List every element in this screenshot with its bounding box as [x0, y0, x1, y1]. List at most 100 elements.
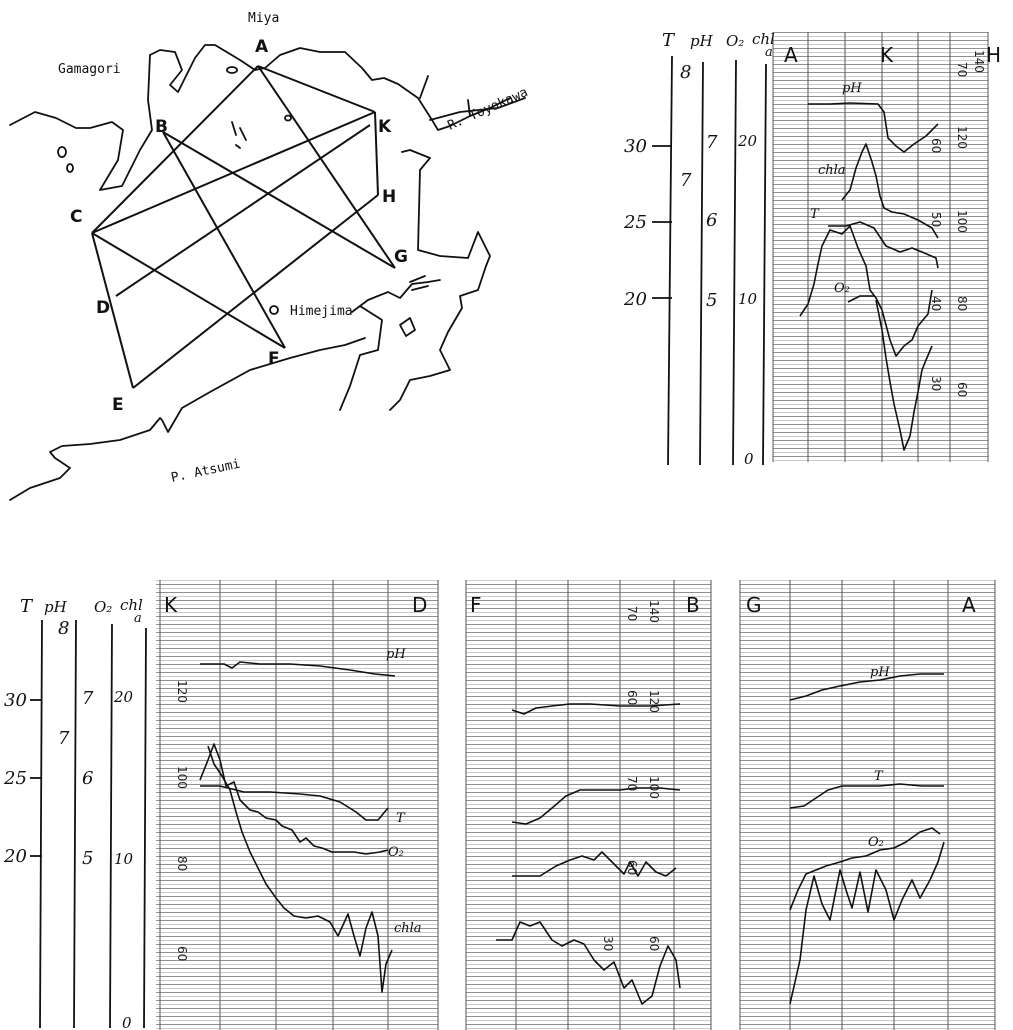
svg-text:6: 6 [706, 210, 717, 231]
svg-text:20: 20 [3, 846, 27, 867]
strip-chart-fb: F B 70 140 60 120 70 100 60 30 60 [466, 580, 711, 1030]
svg-text:T: T [396, 811, 406, 826]
svg-text:10: 10 [114, 850, 134, 868]
survey-tracks [92, 66, 395, 388]
island-1 [227, 67, 237, 73]
station-d: D [96, 298, 110, 318]
svg-text:7: 7 [82, 688, 94, 709]
island-3 [58, 147, 66, 157]
shoal [232, 122, 246, 148]
svg-text:60: 60 [647, 936, 661, 951]
strip-kd-label-right: D [412, 593, 427, 617]
svg-text:10: 10 [738, 290, 758, 308]
strip-fb-label-left: F [470, 593, 482, 617]
svg-text:120: 120 [955, 126, 969, 149]
svg-text:7: 7 [680, 170, 692, 191]
strip-akh-label-chla: chla [818, 163, 846, 178]
svg-text:60: 60 [955, 382, 969, 397]
strip-kd-label-left: K [164, 593, 178, 617]
strip-akh-label-right: H [986, 43, 1001, 67]
svg-text:120: 120 [647, 690, 661, 713]
svg-text:30: 30 [4, 690, 27, 711]
bay-map: A B C D E F G H K Miya Gamagori R. Toyok… [10, 11, 530, 500]
axis-scales-bottom: T pH O₂ chl a 30 25 20 8 7 7 6 5 20 10 0 [3, 596, 146, 1030]
axis-header-t: T [662, 30, 676, 51]
strip-akh-label-mid: K [880, 43, 894, 67]
axis-header-chl-sub: a [765, 45, 773, 60]
island-2 [285, 116, 291, 121]
svg-text:80: 80 [175, 856, 189, 871]
axis-header-o2: O₂ [726, 32, 744, 50]
svg-text:30: 30 [929, 376, 943, 391]
svg-text:25: 25 [3, 768, 27, 789]
station-f: F [268, 349, 280, 369]
svg-text:20: 20 [623, 289, 647, 310]
station-c: C [70, 207, 82, 227]
strip-ga-label-right: A [962, 593, 976, 617]
svg-text:pH: pH [386, 647, 406, 662]
svg-text:30: 30 [624, 136, 647, 157]
axis-scales-top: T pH O₂ chl a 30 25 20 8 7 7 6 5 20 10 0 [623, 30, 775, 468]
strip-akh-label-ph: pH [842, 81, 862, 96]
station-b: B [155, 117, 168, 137]
axis-header-ph: pH [690, 32, 714, 50]
svg-text:120: 120 [175, 680, 189, 703]
svg-text:25: 25 [623, 212, 647, 233]
svg-text:chla: chla [394, 921, 422, 936]
strip-akh-label-o2: O₂ [834, 281, 850, 296]
station-g: G [394, 247, 408, 267]
svg-text:0: 0 [744, 450, 754, 468]
station-a: A [255, 37, 269, 57]
svg-text:O₂: O₂ [94, 598, 112, 616]
place-toyokawa: R. Toyokawa [446, 85, 531, 134]
svg-text:O₂: O₂ [868, 835, 884, 850]
strip-fb-label-right: B [686, 593, 700, 617]
svg-text:a: a [134, 611, 142, 626]
svg-text:30: 30 [601, 936, 615, 951]
svg-text:80: 80 [955, 296, 969, 311]
svg-text:60: 60 [175, 946, 189, 961]
strip-chart-kd: K D 120 100 80 60 pH T O₂ chla [156, 580, 438, 1030]
svg-text:5: 5 [82, 848, 93, 869]
svg-text:7: 7 [706, 132, 718, 153]
strip-chart-akh: A K H 70 140 120 100 80 60 60 50 40 30 p… [773, 32, 1001, 462]
island-4 [67, 164, 73, 172]
place-atsumi: P. Atsumi [170, 457, 242, 486]
svg-text:100: 100 [955, 210, 969, 233]
svg-text:20: 20 [737, 132, 758, 150]
svg-text:6: 6 [82, 768, 93, 789]
station-e: E [112, 395, 124, 415]
svg-text:60: 60 [929, 138, 943, 153]
strip-akh-label-left: A [784, 43, 798, 67]
coastline-southeast [340, 280, 440, 410]
svg-text:pH: pH [870, 665, 890, 680]
svg-text:100: 100 [175, 766, 189, 789]
svg-text:7: 7 [58, 728, 70, 749]
svg-text:70: 70 [955, 62, 969, 77]
svg-text:140: 140 [647, 600, 661, 623]
svg-text:T: T [20, 596, 34, 617]
island-5 [270, 306, 278, 314]
svg-text:O₂: O₂ [388, 845, 404, 860]
svg-text:T: T [874, 769, 884, 784]
svg-text:pH: pH [44, 598, 68, 616]
svg-text:8: 8 [680, 62, 691, 83]
himejima-island [400, 318, 415, 336]
svg-text:70: 70 [625, 606, 639, 621]
svg-text:5: 5 [706, 290, 717, 311]
svg-text:140: 140 [972, 50, 986, 73]
strip-chart-ga: G A pH T O₂ [740, 580, 995, 1030]
svg-text:50: 50 [929, 212, 943, 227]
strip-akh-label-t: T [810, 207, 820, 222]
station-h: H [382, 187, 396, 207]
svg-text:0: 0 [122, 1014, 132, 1030]
svg-text:60: 60 [625, 690, 639, 705]
place-himejima: Himejima [290, 304, 353, 319]
svg-text:20: 20 [113, 688, 134, 706]
svg-text:8: 8 [58, 618, 69, 639]
station-k: K [378, 117, 392, 137]
place-gamagori: Gamagori [58, 62, 121, 77]
strip-ga-label-left: G [746, 593, 762, 617]
place-miya: Miya [248, 11, 279, 26]
